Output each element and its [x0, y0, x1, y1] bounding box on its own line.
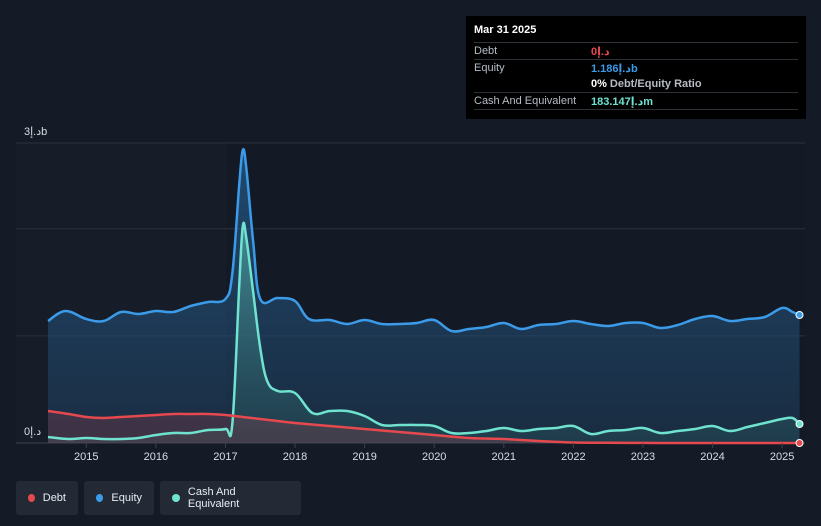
debt-line — [47, 409, 800, 445]
debt-area — [48, 411, 800, 444]
x-tick-label-2018: 2018 — [283, 451, 307, 463]
x-tick-label-2015: 2015 — [74, 451, 98, 463]
tooltip-date: Mar 31 2025 — [474, 24, 537, 36]
tooltip-debt-label: Debt — [474, 45, 498, 57]
tooltip-cash-label: Cash And Equivalent — [474, 95, 577, 107]
tooltip-row-cash: Cash And Equivalent د.إ183.147m — [474, 92, 798, 110]
series-lines — [47, 148, 801, 445]
debt-end-marker — [795, 439, 804, 447]
x-axis: 2015 2016 2017 2018 2019 2020 2021 2022 2023 2024… — [74, 443, 794, 463]
legend-cash-dot-icon — [172, 494, 180, 502]
tooltip-ratio-label: Debt/Equity Ratio — [609, 78, 702, 90]
x-tick-label-2017: 2017 — [213, 451, 237, 463]
end-markers — [795, 311, 804, 447]
x-tick-label-2022: 2022 — [561, 451, 585, 463]
x-tick-label-2024: 2024 — [700, 451, 724, 463]
legend-cash-label: Cash And Equivalent — [187, 486, 240, 510]
legend-debt-label: Debt — [42, 492, 66, 504]
x-tick-label-2021: 2021 — [492, 451, 516, 463]
equity-end-marker — [795, 311, 804, 319]
legend-item-equity[interactable]: Equity — [84, 481, 154, 515]
x-tick-label-2016: 2016 — [144, 451, 168, 463]
x-tick-label-2019: 2019 — [352, 451, 376, 463]
tooltip-row-debt: Debt د.إ0 — [474, 42, 798, 59]
tooltip-equity-label: Equity — [474, 62, 505, 74]
tooltip-ratio-value: 0% — [591, 78, 607, 90]
cash-line — [47, 221, 801, 441]
data-tooltip: Mar 31 2025 Debt د.إ0 Equity د.إ1.186b 0… — [466, 16, 806, 119]
legend-equity-label: Equity — [111, 492, 142, 504]
equity-line — [47, 148, 801, 333]
y-tick-label-max: د.إ3b — [24, 126, 47, 138]
x-tick-label-2025: 2025 — [770, 451, 794, 463]
tooltip-row-ratio: 0% Debt/Equity Ratio — [474, 76, 798, 92]
tooltip-cash-value: د.إ183.147m — [591, 95, 654, 108]
tooltip-row-equity: Equity د.إ1.186b — [474, 59, 798, 76]
legend-item-debt[interactable]: Debt — [16, 481, 78, 515]
chart-legend: Debt Equity Cash And Equivalent — [16, 481, 301, 515]
tooltip-equity-value: د.إ1.186b — [591, 62, 638, 75]
cash-end-marker — [795, 420, 804, 428]
cash-area — [48, 222, 800, 443]
x-tick-label-2020: 2020 — [422, 451, 446, 463]
legend-equity-dot-icon — [96, 494, 104, 502]
legend-debt-dot-icon — [28, 494, 35, 502]
tooltip-debt-value: د.إ0 — [591, 45, 610, 58]
y-tick-label-zero: د.إ0 — [24, 426, 41, 438]
x-tick-label-2023: 2023 — [631, 451, 655, 463]
legend-item-cash[interactable]: Cash And Equivalent — [160, 481, 301, 515]
